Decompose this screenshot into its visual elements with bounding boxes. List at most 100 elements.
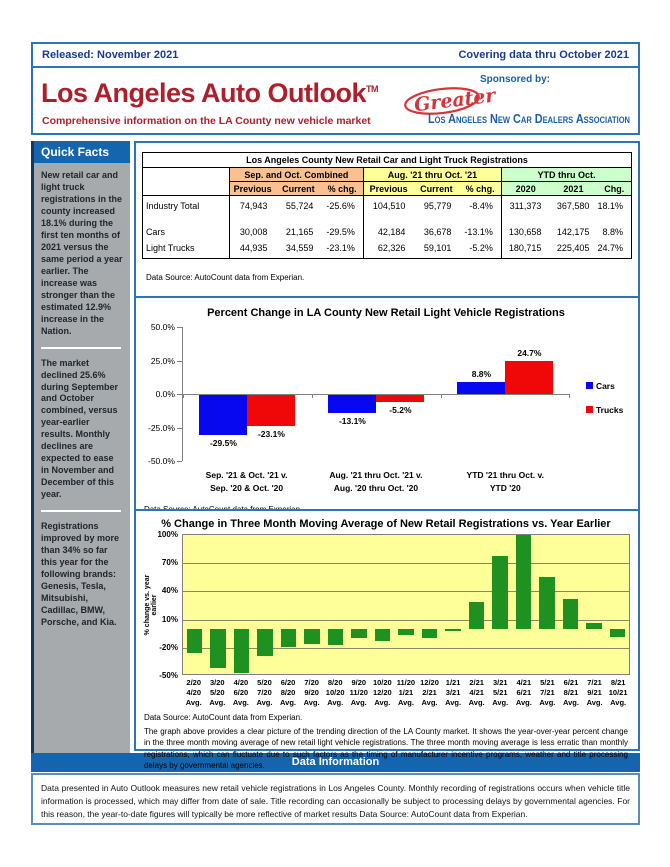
table-cell: 62,326 xyxy=(362,239,414,259)
legend-item: Cars xyxy=(585,380,630,391)
table-cell: 42,184 xyxy=(362,215,414,239)
x-axis-tick-label: 5/20 7/20 Avg. xyxy=(256,678,273,707)
gridline xyxy=(182,619,629,621)
quick-fact-paragraph: The market declined 25.6% during Septemb… xyxy=(41,357,119,500)
bar-value-label: -5.2% xyxy=(389,404,412,415)
bar-group: 8.8% 24.7% xyxy=(441,327,570,461)
table-col-header: Current xyxy=(413,181,460,196)
moving-average-chart-section: % Change in Three Month Moving Average o… xyxy=(133,509,640,770)
table-col-header: Chg. xyxy=(597,181,632,196)
x-axis-tick-label: 5/21 7/21 Avg. xyxy=(539,678,556,707)
quick-fact-paragraph: New retail car and light truck registrat… xyxy=(41,170,123,336)
bar-cars xyxy=(328,395,377,413)
registrations-table: Los Angeles County New Retail Car and Li… xyxy=(141,152,633,259)
x-axis-tick-label: 8/21 10/21 Avg. xyxy=(608,678,628,707)
chart1-plot-area: -29.5% -23.1% -13.1% -5.2% 8.8% 24.7% xyxy=(181,327,570,461)
table-group-header: Aug. '21 thru Oct. '21 xyxy=(362,167,502,182)
chart1-title: Percent Change in LA County New Retail L… xyxy=(207,307,565,319)
table-group-row: Sep. and Oct. Combined Aug. '21 thru Oct.… xyxy=(142,167,633,182)
axis-tick xyxy=(176,461,182,462)
table-cell: 21,165 xyxy=(285,227,314,237)
quick-fact-paragraph: Registrations improved by more than 34% … xyxy=(41,521,120,627)
y-axis-tick-label: 25.0% xyxy=(150,355,175,366)
legend-swatch xyxy=(585,382,593,390)
x-axis-line xyxy=(182,394,570,395)
table-col-header: % chg. xyxy=(321,181,364,196)
table-corner xyxy=(142,168,229,182)
axis-tick xyxy=(176,394,182,395)
table-col-header: 2021 xyxy=(549,181,598,196)
chart2-note: The graph above provides a clear picture… xyxy=(143,727,628,770)
release-date: Released: November 2021 xyxy=(42,49,179,61)
table-row: Light Trucks 44,935 34,559 -23.1% 62,326 59,1… xyxy=(142,239,631,259)
row-label: Light Trucks xyxy=(142,239,230,259)
x-axis-tick-label: 2/20 4/20 Avg. xyxy=(185,678,202,707)
x-axis-tick-label: 4/21 6/21 Avg. xyxy=(515,678,532,707)
legend-label: Cars xyxy=(595,380,615,391)
table-subheader-row: Previous Current% chg. Previous Current% ch… xyxy=(142,181,632,196)
x-axis-tick-label: 7/20 9/20 Avg. xyxy=(303,678,320,707)
legend-swatch xyxy=(585,406,593,414)
table-col-header: 2020 xyxy=(500,181,550,196)
sponsored-by-label: Sponsored by: xyxy=(479,74,550,85)
bar-trucks xyxy=(376,395,425,402)
gridline xyxy=(182,591,629,593)
table-cell: 8.8% xyxy=(602,227,623,237)
data-information-heading: Data Information xyxy=(31,753,640,772)
chart1-legend: Cars Trucks xyxy=(570,301,630,495)
bar-cars xyxy=(199,395,248,435)
glancda-logo-graphic: Greater Los Angeles New Car Dealers Asso… xyxy=(404,84,630,126)
bar xyxy=(421,629,438,639)
chart1-y-axis: 50.0% 25.0% 0.0% -25.0% -50.0% xyxy=(142,322,182,466)
page-title: Los Angeles Auto OutlookTM xyxy=(41,78,379,108)
bar xyxy=(515,535,532,629)
table-col-header: Current xyxy=(275,181,322,196)
axis-tick xyxy=(568,394,570,398)
table-cell: 95,779 xyxy=(423,201,452,211)
axis-tick xyxy=(182,394,184,398)
category-label: Aug. '21 thru Oct. '21 v. Aug. '20 thru O… xyxy=(329,470,423,493)
x-axis-tick-label: 6/21 8/21 Avg. xyxy=(562,678,579,707)
release-info-bar: Released: November 2021 Covering data th… xyxy=(31,42,640,68)
table-col-header: % chg. xyxy=(459,181,502,196)
y-axis-tick-label: 70% xyxy=(161,558,178,568)
axis-tick xyxy=(176,427,182,429)
bar-value-label: 24.7% xyxy=(517,347,542,358)
table-title: Los Angeles County New Retail Car and Li… xyxy=(142,152,632,168)
bar-cars xyxy=(457,382,506,394)
table-cell: 74,943 xyxy=(228,195,276,215)
x-axis-tick-label: 3/21 5/21 Avg. xyxy=(492,678,509,707)
row-label: Industry Total xyxy=(142,195,230,215)
table-cell: 30,008 xyxy=(228,215,276,239)
trademark-symbol: TM xyxy=(366,84,379,94)
chart2-plot-area xyxy=(181,534,630,675)
chart2-title: % Change in Three Month Moving Average o… xyxy=(161,518,611,530)
chart2-y-axis-label-column: % change vs. year earlier xyxy=(142,534,158,707)
quick-facts-body: New retail car and light truck registrat… xyxy=(34,163,130,753)
x-axis-tick-label: 11/20 1/21 Avg. xyxy=(396,678,416,707)
bar xyxy=(492,555,508,629)
registrations-table-section: Los Angeles County New Retail Car and Li… xyxy=(133,141,640,298)
table-cell: -23.1% xyxy=(326,243,355,253)
x-axis-tick-label: 6/20 8/20 Avg. xyxy=(280,678,297,707)
chart1-body: 50.0% 25.0% 0.0% -25.0% -50.0% -29.5% -23.1% -… xyxy=(142,322,630,495)
bar-value-label: -29.5% xyxy=(209,437,237,448)
gridline xyxy=(182,647,629,649)
main-column: Los Angeles County New Retail Car and Li… xyxy=(133,141,640,770)
bar-group: -13.1% -5.2% xyxy=(312,327,441,461)
table-cell: 34,559 xyxy=(285,243,314,253)
bar-value-label: -13.1% xyxy=(338,415,366,426)
bar xyxy=(445,629,461,631)
x-axis-tick-label: 1/21 3/21 Avg. xyxy=(445,678,462,707)
table-cell: 130,658 xyxy=(500,215,550,239)
bar-trucks xyxy=(247,395,296,426)
bar xyxy=(351,629,367,639)
table-cell: 142,175 xyxy=(556,227,590,237)
table-cell: -13.1% xyxy=(464,227,493,237)
main-row: Quick Facts New retail car and light tru… xyxy=(31,141,640,770)
divider xyxy=(41,346,121,349)
bar xyxy=(562,598,579,629)
table-cell: 18.1% xyxy=(597,201,623,211)
chart1-plot-column: -29.5% -23.1% -13.1% -5.2% 8.8% 24.7% Sep. '2… xyxy=(181,327,570,495)
